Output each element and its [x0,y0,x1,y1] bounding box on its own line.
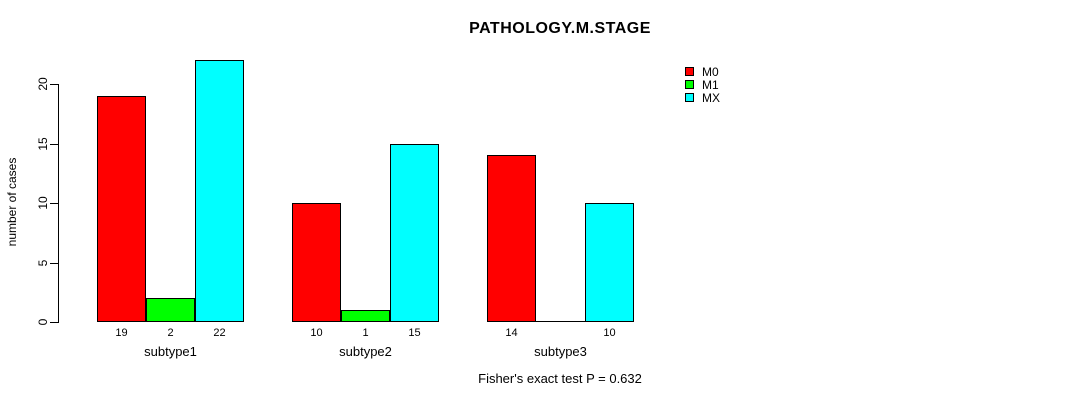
bar-value-label: 22 [213,327,226,339]
y-tick-label: 20 [36,77,50,91]
bar-value-label: 14 [505,327,518,339]
legend-swatch-MX [685,93,694,102]
bar-subtype3-M0 [487,155,536,322]
bar-value-label: 1 [362,327,369,339]
legend-row-MX: MX [685,92,765,104]
chart-title: PATHOLOGY.M.STAGE [469,20,651,37]
bar-value-label: 15 [408,327,421,339]
bar-subtype3-MX [585,203,634,322]
bar-subtype1-M0 [97,95,146,322]
bar-value-label: 10 [603,327,616,339]
legend-swatch-M1 [685,80,694,89]
bar-value-label: 19 [115,327,128,339]
bar-subtype2-M1 [341,310,390,322]
caption: Fisher's exact test P = 0.632 [478,371,642,386]
category-label-subtype1: subtype1 [144,344,197,359]
y-tick-label: 0 [36,318,50,326]
bar-value-label: 2 [167,327,174,339]
legend-swatch-M0 [685,67,694,76]
legend-row-M1: M1 [685,79,765,91]
category-label-subtype2: subtype2 [339,344,392,359]
bar-subtype2-M0 [292,203,341,322]
legend-label-M1: M1 [702,78,719,92]
bar-subtype3-M1-zero [536,321,585,322]
y-tick [50,143,58,145]
bar-subtype2-MX [390,143,439,322]
bar-value-label: 10 [310,327,323,339]
legend-row-M0: M0 [685,66,765,78]
bar-subtype1-M1 [146,298,195,322]
y-tick-label: 5 [36,259,50,266]
legend-label-MX: MX [702,91,720,105]
y-tick [50,84,58,85]
y-tick-label: 15 [36,136,50,151]
category-label-subtype3: subtype3 [534,344,587,359]
y-tick [50,322,58,323]
legend-label-M0: M0 [702,65,719,79]
y-tick-label: 10 [36,196,50,210]
y-tick [50,203,58,204]
legend: M0 M1 MX [685,66,765,108]
y-axis-line [58,84,59,323]
y-tick [50,262,58,264]
bar-subtype1-MX [195,60,244,322]
